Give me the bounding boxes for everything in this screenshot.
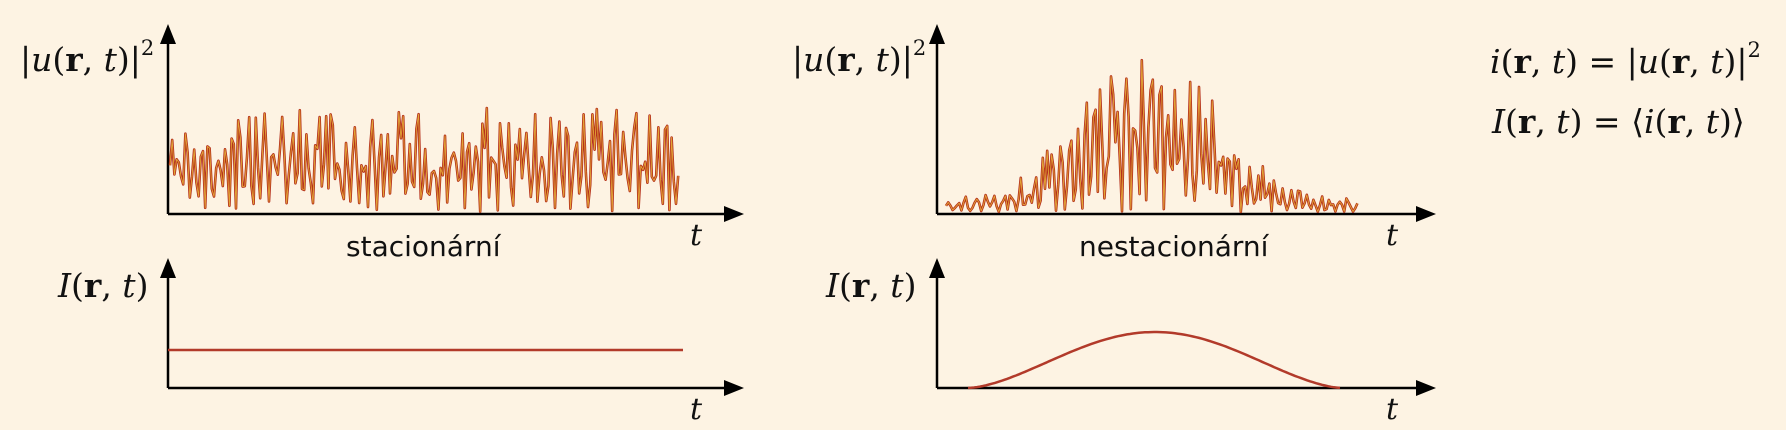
- stationary-upper-axes: [160, 24, 744, 222]
- nonstationary-upper-xlabel: t: [1386, 218, 1399, 253]
- signal-trace-highlight: [169, 107, 679, 213]
- nonstationary-caption: nestacionární: [1079, 230, 1269, 263]
- x-axis-arrow: [724, 380, 744, 396]
- stationary-lower-ylabel: I(r, t): [58, 266, 149, 305]
- nonstationary-upper-axes: [929, 24, 1436, 222]
- nonstationary-mean-intensity-curve: [967, 330, 1341, 390]
- x-axis-arrow: [724, 206, 744, 222]
- nonstationary-signal-series: [944, 58, 1359, 214]
- nonstationary-upper-ylabel: |u(r, t)|2: [792, 36, 927, 80]
- equation-instantaneous-intensity: i(r, t) = |u(r, t)|2: [1490, 38, 1761, 82]
- nonstationary-lower-ylabel: I(r, t): [826, 266, 917, 305]
- nonstationary-lower-xlabel: t: [1386, 392, 1399, 427]
- stationary-upper-ylabel: |u(r, t)|2: [20, 36, 155, 80]
- stationary-caption: stacionární: [346, 230, 501, 263]
- stationary-upper-xlabel: t: [690, 218, 703, 253]
- nonstationary-lower-axes: [929, 258, 1436, 396]
- y-axis-arrow: [929, 258, 945, 278]
- stationary-lower-xlabel: t: [690, 392, 703, 427]
- y-axis-arrow: [160, 24, 176, 44]
- x-axis-arrow: [1416, 206, 1436, 222]
- y-axis-arrow: [929, 24, 945, 44]
- stationary-lower-axes: [160, 258, 744, 396]
- signal-trace-highlight: [945, 59, 1358, 213]
- y-axis-arrow: [160, 258, 176, 278]
- x-axis-arrow: [1416, 380, 1436, 396]
- equation-mean-intensity: I(r, t) = ⟨i(r, t)⟩: [1492, 102, 1745, 141]
- stationary-signal-series: [168, 106, 680, 213]
